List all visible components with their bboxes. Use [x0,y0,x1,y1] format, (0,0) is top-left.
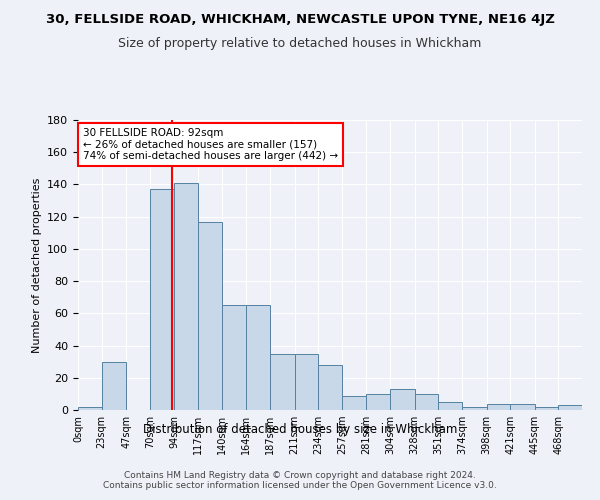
Bar [462,407,487,410]
Text: 30 FELLSIDE ROAD: 92sqm
← 26% of detached houses are smaller (157)
74% of semi-d: 30 FELLSIDE ROAD: 92sqm ← 26% of detache… [83,128,338,162]
Bar [222,306,247,410]
Bar [559,405,582,410]
Bar [415,394,438,410]
Bar [175,183,198,410]
Bar [295,354,318,410]
Bar [198,222,222,410]
Bar [101,362,126,410]
Text: 30, FELLSIDE ROAD, WHICKHAM, NEWCASTLE UPON TYNE, NE16 4JZ: 30, FELLSIDE ROAD, WHICKHAM, NEWCASTLE U… [46,12,554,26]
Y-axis label: Number of detached properties: Number of detached properties [32,178,41,352]
Bar [510,404,535,410]
Bar [247,306,270,410]
Bar [318,365,342,410]
Bar [342,396,367,410]
Bar [367,394,390,410]
Bar [78,407,101,410]
Text: Distribution of detached houses by size in Whickham: Distribution of detached houses by size … [143,422,457,436]
Bar [535,407,559,410]
Bar [438,402,462,410]
Bar [390,389,415,410]
Bar [270,354,295,410]
Text: Contains HM Land Registry data © Crown copyright and database right 2024.
Contai: Contains HM Land Registry data © Crown c… [103,470,497,490]
Bar [150,190,175,410]
Text: Size of property relative to detached houses in Whickham: Size of property relative to detached ho… [118,38,482,51]
Bar [487,404,510,410]
